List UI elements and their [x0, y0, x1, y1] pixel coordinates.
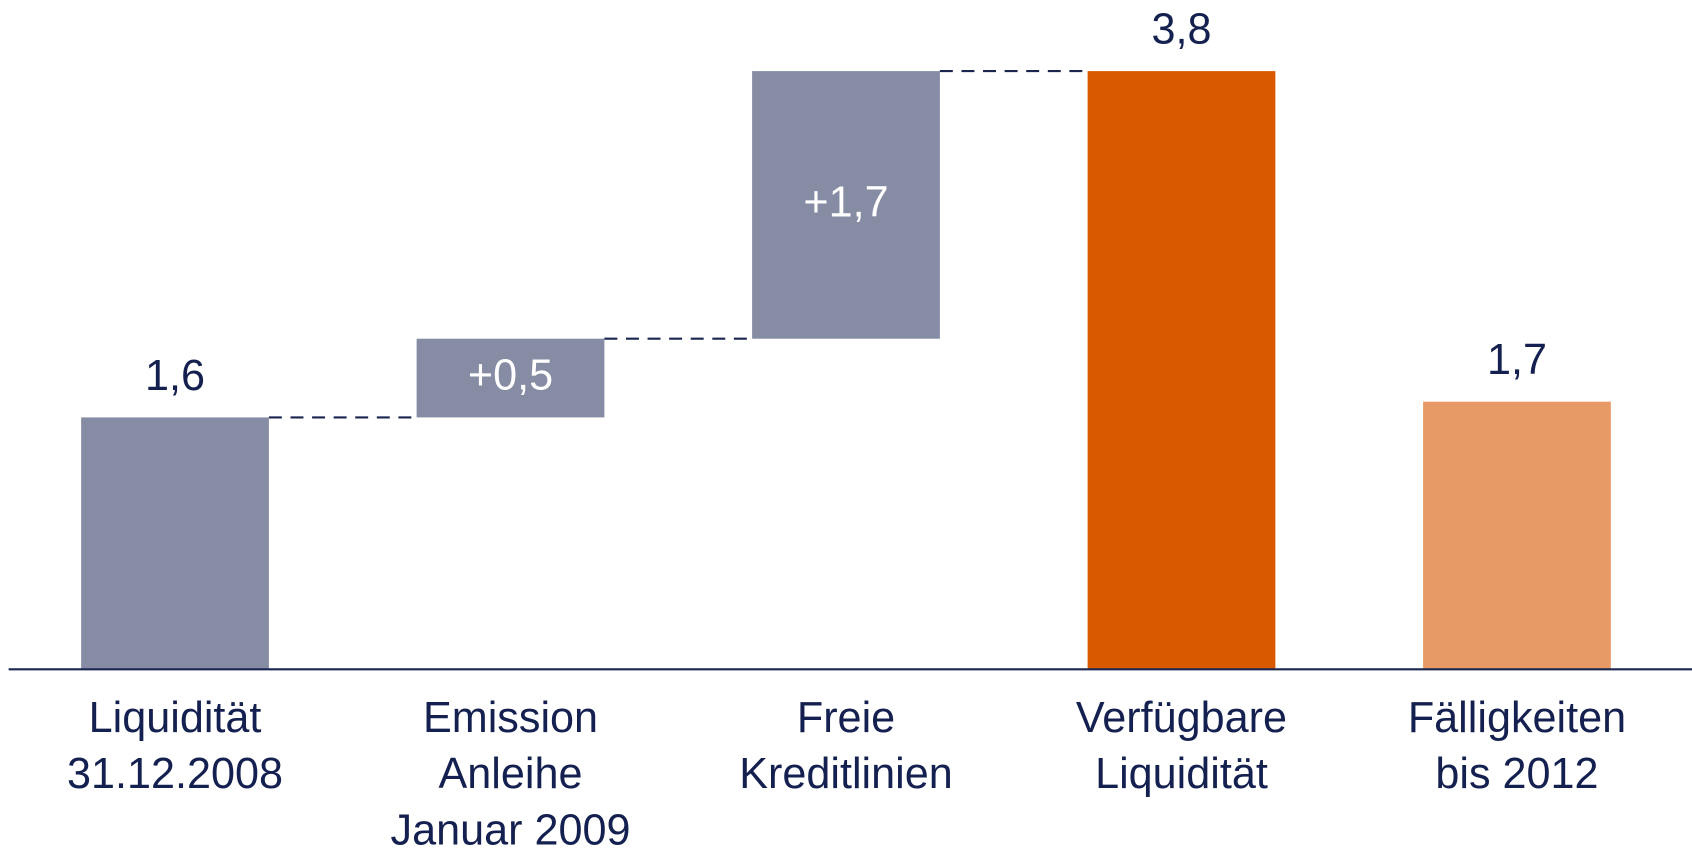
bar: [752, 71, 940, 339]
x-tick-label-line: Liquidität: [1095, 751, 1268, 799]
x-tick-label-line: Liquidität: [89, 694, 262, 742]
x-tick-label: Freie Kreditlinien: [739, 694, 953, 798]
x-tick-label-line: Januar 2009: [391, 807, 631, 853]
value-label: 1,7: [1487, 336, 1547, 384]
x-tick-label: Emission Anleihe Januar 2009: [391, 694, 631, 853]
bar: [1423, 401, 1611, 670]
x-tick-label: Liquidität 31.12.2008: [67, 694, 283, 798]
x-tick-label-line: 31.12.2008: [67, 751, 283, 799]
value-label: +0,5: [468, 351, 553, 399]
value-label: +1,7: [803, 178, 888, 226]
x-tick-label-line: Freie: [797, 694, 895, 742]
x-tick-label-line: Emission: [423, 694, 598, 742]
bar: [1087, 71, 1276, 670]
x-tick-label-line: bis 2012: [1435, 751, 1598, 799]
value-label: 3,8: [1151, 6, 1211, 54]
x-tick-label-line: Anleihe: [439, 751, 583, 799]
x-tick-label: Verfügbare Liquidität: [1076, 694, 1287, 798]
x-tick-label-line: Verfügbare: [1076, 694, 1287, 742]
x-tick-label-line: Fälligkeiten: [1408, 694, 1626, 742]
bar: [416, 338, 605, 418]
x-tick-label-line: Kreditlinien: [739, 751, 953, 799]
x-tick-label: Fälligkeiten bis 2012: [1408, 694, 1626, 798]
bar: [81, 417, 269, 670]
value-label: 1,6: [145, 352, 205, 400]
